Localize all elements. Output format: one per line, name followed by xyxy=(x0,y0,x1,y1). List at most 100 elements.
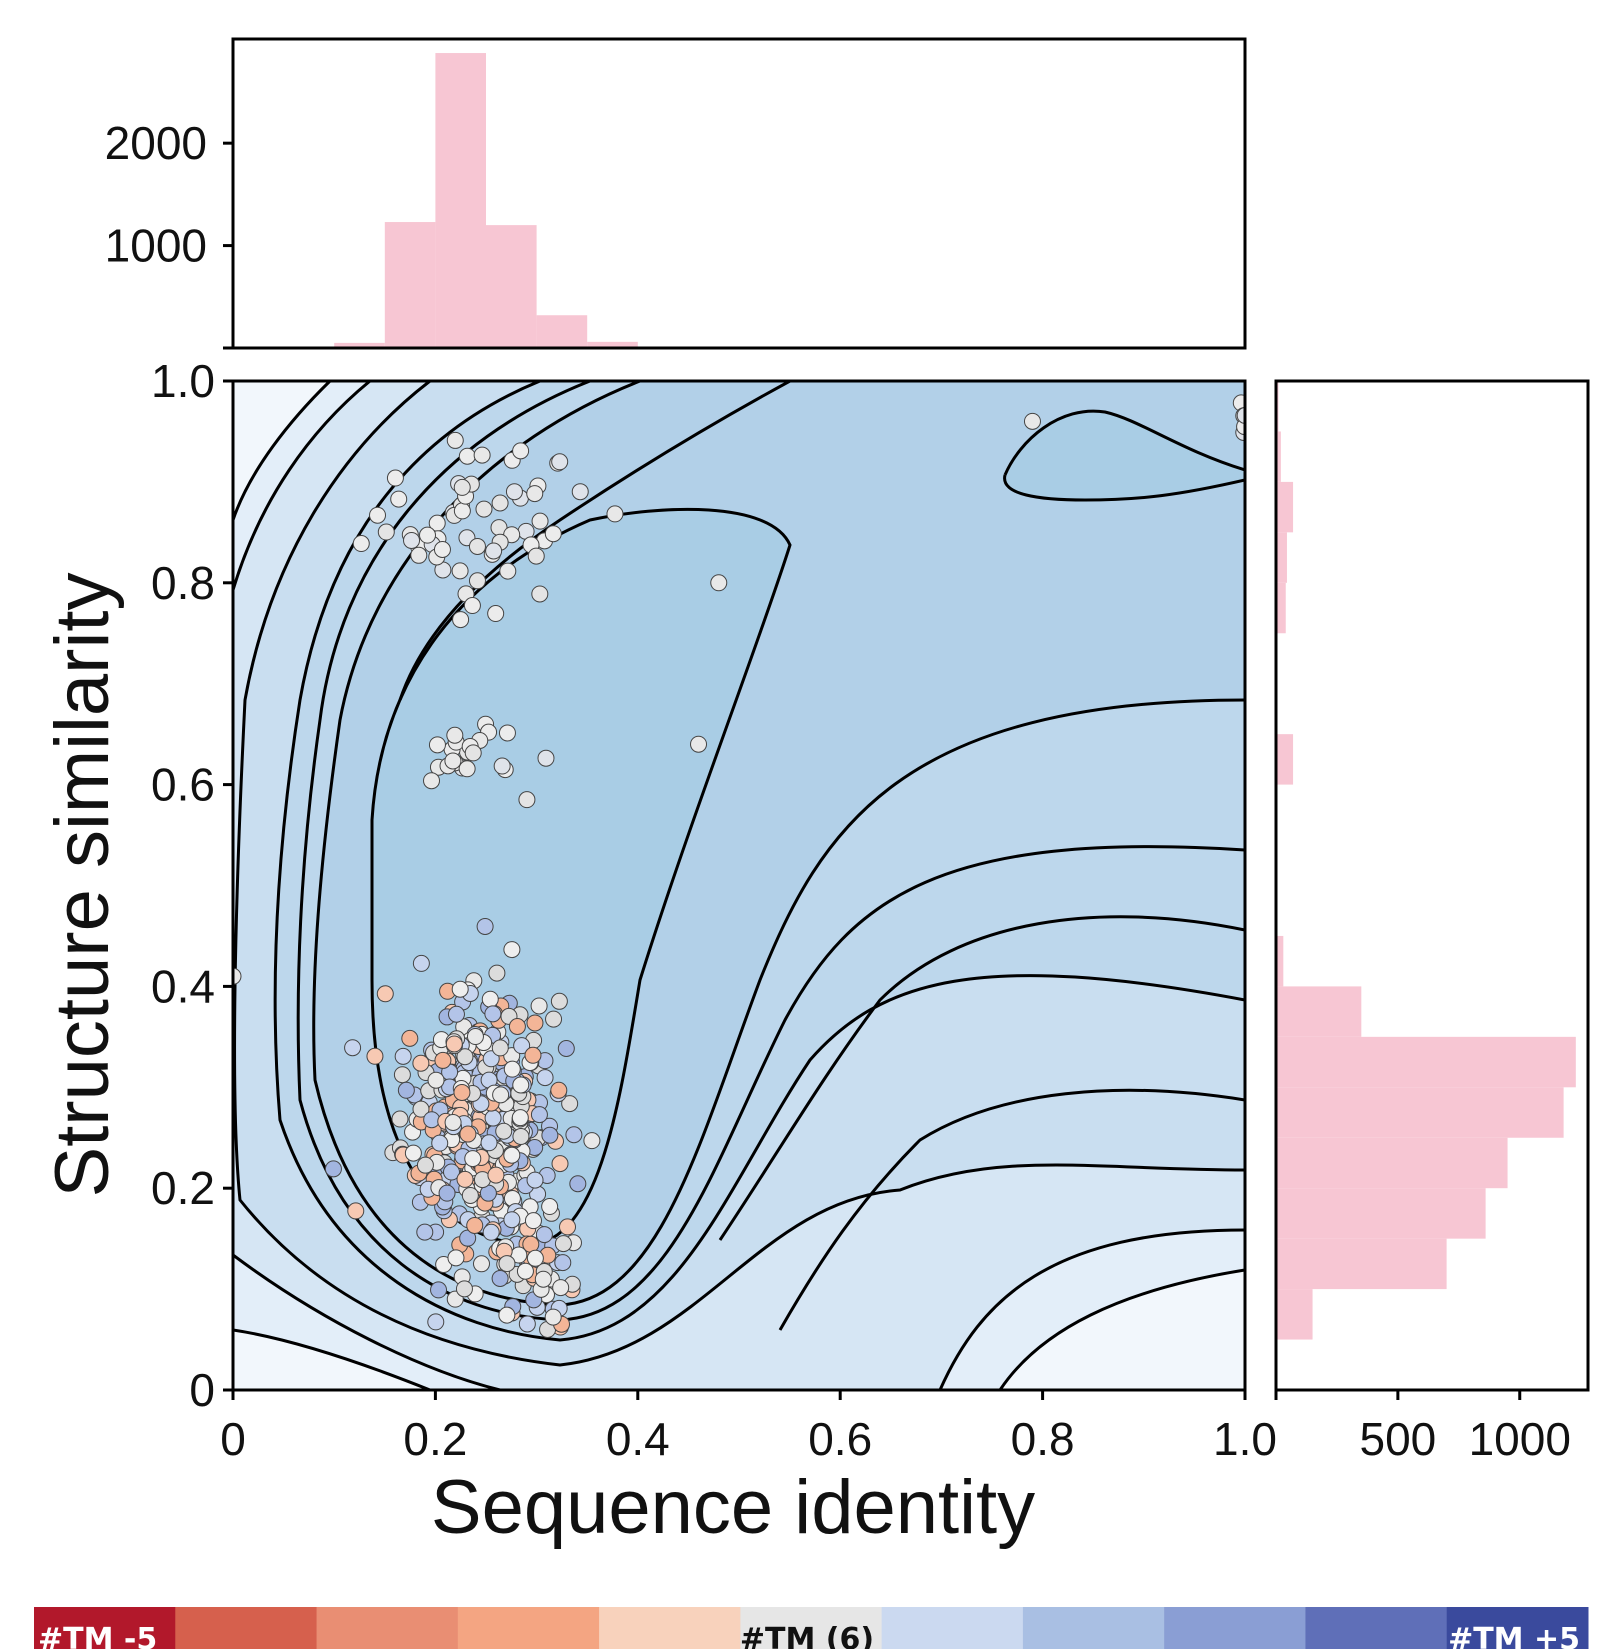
right-histogram-bar xyxy=(1276,481,1294,533)
scatter-point xyxy=(434,1051,452,1069)
top-histogram-bar xyxy=(384,222,436,348)
contour-line xyxy=(233,381,371,591)
contour-line xyxy=(233,1253,501,1390)
scatter-point xyxy=(412,1054,430,1072)
scatter-point xyxy=(495,1122,513,1140)
scatter-points xyxy=(233,394,1245,1338)
contour-line xyxy=(1003,409,1245,476)
scatter-point xyxy=(390,490,408,508)
colorbar-segment xyxy=(599,1607,741,1649)
scatter-point xyxy=(464,1150,482,1168)
y-tick-label: 0.6 xyxy=(151,759,215,811)
scatter-point xyxy=(552,1279,570,1297)
scatter-point xyxy=(458,447,476,465)
scatter-point xyxy=(444,752,462,770)
scatter-point xyxy=(475,500,493,518)
scatter-point xyxy=(466,1028,484,1046)
right-hist-tick-label: 500 xyxy=(1360,1413,1437,1465)
colorbar-segment xyxy=(175,1607,318,1649)
top-histogram-bar xyxy=(587,341,638,348)
scatter-point xyxy=(482,1223,500,1241)
scatter-point xyxy=(526,1014,544,1032)
kde-density-fill xyxy=(233,381,1245,1390)
right-histogram-bar xyxy=(1276,935,1284,987)
scatter-point xyxy=(397,1081,415,1099)
scatter-point xyxy=(487,1166,505,1184)
scatter-point xyxy=(401,1029,419,1047)
scatter-point xyxy=(491,494,509,512)
scatter-point xyxy=(453,478,471,496)
scatter-point xyxy=(485,542,503,560)
scatter-point xyxy=(554,1254,572,1272)
right-histogram-bar xyxy=(1276,431,1281,482)
scatter-point xyxy=(557,1039,575,1057)
scatter-point xyxy=(569,1175,587,1193)
right-histogram-bar xyxy=(1276,1188,1486,1239)
scatter-point xyxy=(583,1132,601,1150)
scatter-point xyxy=(447,1249,465,1267)
x-axis-label: Sequence identity xyxy=(431,1465,1035,1550)
y-tick-label: 0.4 xyxy=(151,960,215,1012)
right-histogram-frame xyxy=(1274,379,1590,1392)
colorbar-segment xyxy=(881,1607,1024,1649)
colorbar-segment xyxy=(740,1607,883,1649)
colorbar-label-center: #TM (6) xyxy=(740,1622,874,1649)
scatter-point xyxy=(518,791,536,809)
scatter-point xyxy=(412,1100,430,1118)
scatter-point xyxy=(391,1110,409,1128)
colorbar-label-left: #TM -5 xyxy=(38,1622,157,1649)
scatter-point xyxy=(344,1039,362,1057)
contour-line xyxy=(233,381,332,521)
right-histogram-bar xyxy=(1276,1137,1508,1189)
x-tick-label: 0.2 xyxy=(403,1413,467,1465)
scatter-point xyxy=(453,1083,471,1101)
colorbar-segment xyxy=(1164,1607,1306,1649)
contour-line xyxy=(778,1088,1245,1331)
y-tick-label: 1.0 xyxy=(151,355,215,407)
scatter-point xyxy=(541,1198,559,1216)
contour-line xyxy=(233,1328,431,1390)
contour-line xyxy=(718,915,1245,1241)
right-histogram-bar xyxy=(1276,1087,1564,1138)
scatter-point xyxy=(451,980,469,998)
contour-line xyxy=(296,381,1245,1322)
scatter-point xyxy=(431,1134,449,1152)
top-histogram-frame xyxy=(231,37,1247,350)
scatter-point xyxy=(488,964,506,982)
main-plot-frame xyxy=(231,379,1247,1392)
scatter-point xyxy=(463,597,481,615)
contour-line xyxy=(273,381,1245,1342)
scatter-point xyxy=(347,1202,365,1220)
colorbar-segment xyxy=(1022,1607,1165,1649)
scatter-point xyxy=(459,1125,477,1143)
scatter-point xyxy=(476,917,494,935)
scatter-point xyxy=(511,1109,529,1127)
colorbar-segment xyxy=(1446,1607,1589,1649)
scatter-point xyxy=(524,1212,542,1230)
scatter-point xyxy=(433,540,451,558)
x-tick-label: 0 xyxy=(220,1413,246,1465)
scatter-point xyxy=(493,757,511,775)
scatter-point xyxy=(430,1281,448,1299)
scatter-point xyxy=(386,469,404,487)
scatter-point xyxy=(446,431,464,449)
scatter-point xyxy=(524,1046,542,1064)
scatter-point xyxy=(233,967,242,985)
scatter-point xyxy=(545,1010,563,1028)
scatter-point xyxy=(482,1050,500,1068)
x-tick-label: 0.8 xyxy=(1011,1413,1075,1465)
scatter-point xyxy=(544,1308,562,1326)
scatter-point xyxy=(503,941,521,959)
scatter-point xyxy=(550,992,568,1010)
colorbar-segment xyxy=(316,1607,459,1649)
top-hist-tick-label: 2000 xyxy=(105,117,207,169)
scatter-point xyxy=(377,523,395,541)
scatter-point xyxy=(484,1109,502,1127)
scatter-point xyxy=(530,1106,548,1124)
right-histogram-bar xyxy=(1276,582,1286,634)
main-plot xyxy=(231,379,1247,1392)
scatter-point xyxy=(536,1069,554,1087)
scatter-point xyxy=(526,485,544,503)
scatter-point xyxy=(444,1113,462,1131)
right-histogram-bar xyxy=(1276,1036,1576,1088)
